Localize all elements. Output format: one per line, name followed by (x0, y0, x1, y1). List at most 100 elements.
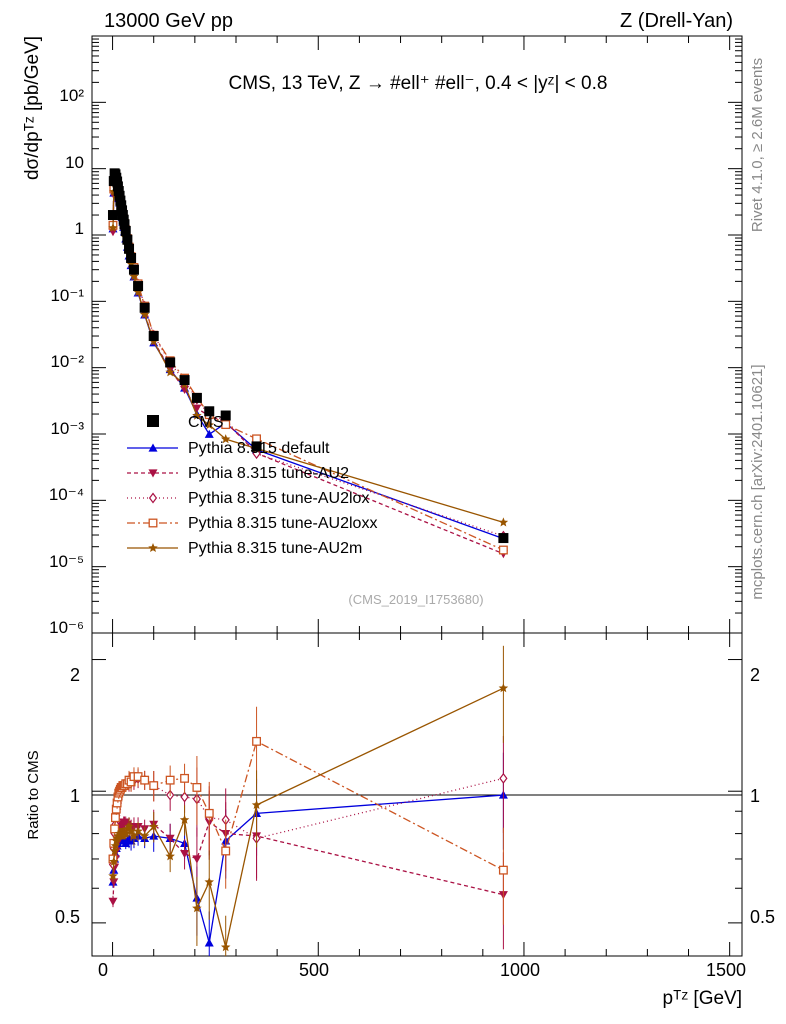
legend-label: Pythia 8.315 tune-AU2m (188, 540, 362, 557)
series-marker (221, 420, 231, 430)
data-point (133, 281, 144, 292)
ratio-series-marker (110, 840, 121, 850)
data-point (220, 410, 231, 421)
ratio-tick-label-right: 1 (750, 786, 760, 806)
series-marker (165, 367, 175, 377)
legend-series-entries: Pythia 8.315 default Pythia 8.315 tune-AU… (127, 440, 377, 557)
data-point (165, 357, 176, 368)
series-marker (498, 517, 509, 527)
ratio-series-marker (180, 850, 190, 859)
data-point (204, 406, 215, 417)
ratio-series-marker (192, 903, 202, 913)
ratio-series-marker (251, 800, 262, 810)
ratio-series-marker (192, 855, 202, 864)
data-point (139, 302, 150, 313)
legend: CMS Pythia 8.315 default Pythia 8.315 tun… (127, 414, 377, 557)
legend-label: Pythia 8.315 default (188, 440, 330, 457)
y-tick-label: 10⁻⁵ (49, 552, 84, 571)
data-point (191, 392, 202, 403)
data-point (251, 441, 262, 452)
ratio-series-marker (133, 826, 143, 836)
legend-marker (148, 543, 158, 553)
y-tick-label: 10⁻² (50, 352, 84, 371)
series-marker (129, 271, 139, 281)
ratio-series-marker (110, 824, 120, 834)
legend-label-data: CMS (188, 414, 224, 431)
data-point (116, 200, 127, 211)
main-series-group (107, 168, 509, 559)
ratio-series-marker (204, 938, 214, 947)
y-tick-label: 10 (65, 153, 84, 172)
x-tick-label: 1000 (500, 960, 540, 980)
data-point (120, 225, 131, 236)
rivet-label: Rivet 4.1.0, ≥ 2.6M events (749, 58, 766, 232)
ratio-series-marker (109, 846, 120, 856)
x-tick-labels: 0 500 1000 1500 (98, 960, 746, 980)
ratio-tick-label-right: 2 (750, 665, 760, 685)
series-marker (139, 309, 150, 319)
header-left: 13000 GeV pp (104, 10, 233, 32)
data-point (128, 264, 139, 275)
legend-label: Pythia 8.315 tune-AU2 (188, 465, 349, 482)
header-right: Z (Drell-Yan) (620, 10, 733, 32)
legend-marker (148, 492, 158, 504)
ratio-tick-labels: 0.5 1 2 0.5 1 2 (55, 665, 775, 927)
series-marker (192, 404, 202, 413)
chart-title: CMS, 13 TeV, Z → #ell⁺ #ell⁻, 0.4 < |yᶻ|… (229, 73, 608, 94)
data-point (124, 243, 135, 254)
ratio-series-marker (148, 821, 159, 831)
series-marker (220, 434, 231, 444)
ratio-series-line (112, 740, 504, 871)
ratio-series-line (112, 821, 504, 902)
legend-marker (148, 518, 158, 528)
ratio-series-marker (129, 830, 139, 841)
legend-marker (148, 443, 158, 452)
y-tick-label: 10⁻⁴ (49, 485, 84, 504)
ratio-series-marker (165, 775, 175, 785)
ratio-series-marker (149, 781, 159, 791)
ratio-series-group (108, 645, 509, 956)
ratio-series-marker (499, 772, 508, 784)
ratio-series-marker (165, 834, 175, 843)
data-point (148, 331, 159, 342)
ratio-series-marker (108, 897, 118, 906)
series-marker (133, 287, 143, 297)
x-tick-label: 0 (98, 960, 108, 980)
ratio-series-marker (221, 846, 231, 856)
ratio-series-marker (126, 826, 136, 836)
series-marker (204, 420, 214, 430)
data-point (126, 253, 137, 264)
data-point (179, 375, 190, 386)
legend-label: Pythia 8.315 tune-AU2loxx (188, 515, 377, 532)
series-marker (204, 429, 214, 438)
mcplots-label: mcplots.cern.ch [arXiv:2401.10621] (749, 364, 766, 599)
axis-ticks (92, 36, 742, 956)
y-axis-label: dσ/dpᵀᶻ [pb/GeV] (22, 36, 43, 180)
legend-marker-data (147, 415, 159, 427)
ratio-series-marker (204, 808, 214, 818)
ratio-series-marker (109, 878, 119, 887)
series-marker (126, 259, 136, 269)
x-tick-label: 500 (299, 960, 329, 980)
ratio-series-line (112, 687, 504, 948)
analysis-label: (CMS_2019_I1753680) (348, 592, 483, 607)
y-tick-label: 10² (59, 86, 84, 105)
ratio-series-marker (180, 791, 189, 803)
series-marker (192, 410, 202, 420)
y-tick-labels: 10⁻⁶ 10⁻⁵ 10⁻⁴ 10⁻³ 10⁻² 10⁻¹ 1 10 10² (49, 86, 85, 637)
ratio-y-axis-label: Ratio to CMS (25, 750, 42, 839)
ratio-tick-label-left: 2 (70, 665, 80, 685)
ratio-series-marker (109, 856, 119, 866)
ratio-series-marker (179, 814, 190, 824)
x-axis-label: pᵀᶻ [GeV] (663, 988, 742, 1009)
data-point (119, 219, 130, 230)
y-tick-label: 10⁻³ (50, 419, 84, 438)
legend-label: Pythia 8.315 tune-AU2lox (188, 490, 369, 507)
ratio-series-marker (124, 821, 134, 831)
data-point (122, 234, 133, 245)
ratio-series-marker (252, 736, 262, 746)
x-tick-label: 1500 (706, 960, 746, 980)
ratio-series-marker (192, 783, 202, 792)
series-marker (498, 545, 508, 555)
data-point (107, 210, 118, 221)
